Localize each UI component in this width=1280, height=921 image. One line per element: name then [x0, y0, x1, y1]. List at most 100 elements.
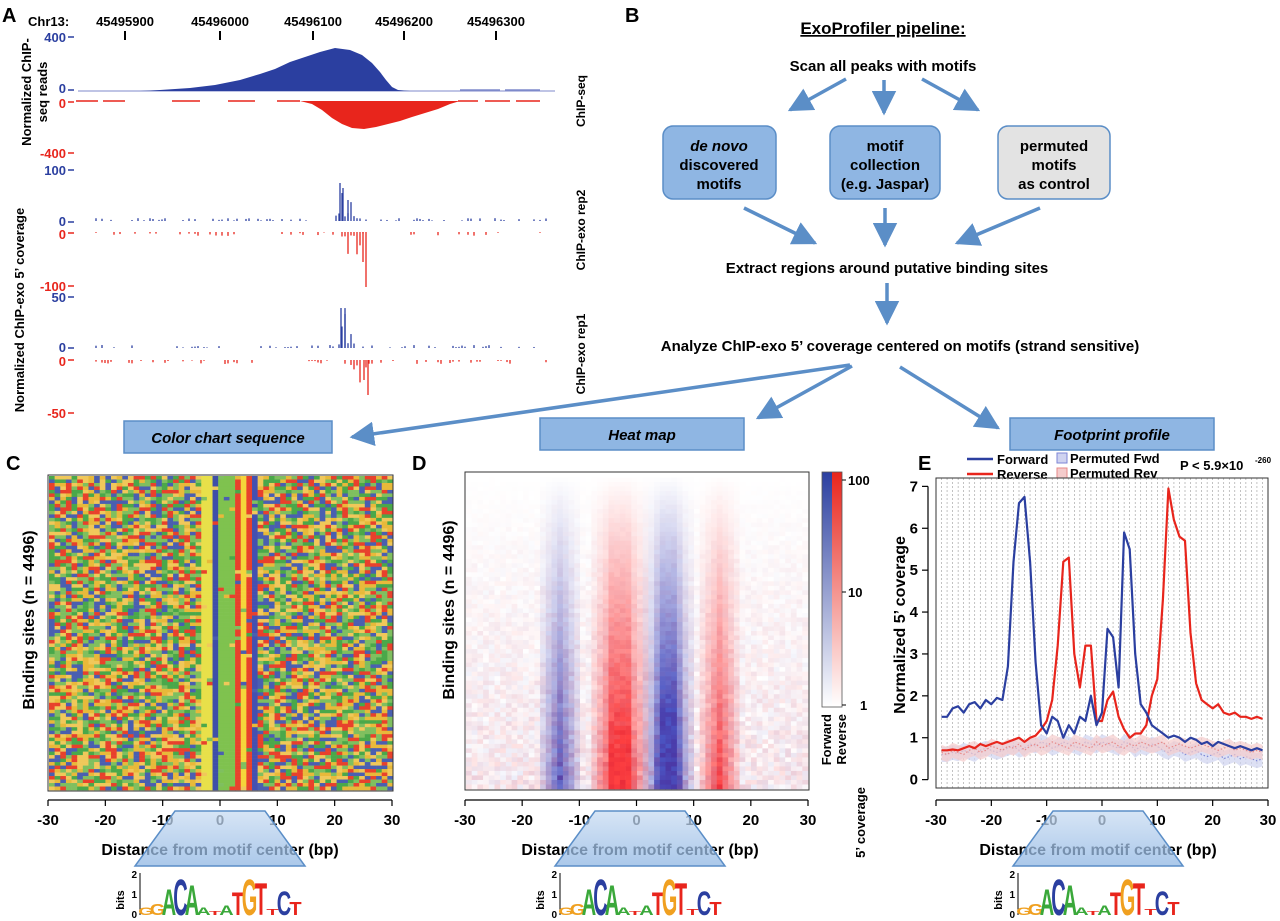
color-cell: [161, 580, 168, 585]
color-cell: [99, 482, 106, 487]
color-cell: [139, 633, 146, 637]
color-cell: [65, 531, 72, 536]
color-cell: [127, 489, 134, 494]
color-cell: [184, 674, 191, 679]
color-cell: [336, 741, 343, 745]
color-cell: [280, 556, 287, 561]
color-cell: [105, 524, 112, 529]
color-cell: [274, 667, 281, 672]
color-cell: [235, 765, 242, 770]
color-cell: [240, 650, 247, 655]
color-cell: [218, 737, 225, 742]
color-cell: [167, 570, 174, 574]
color-cell: [122, 493, 129, 498]
color-cell: [274, 577, 281, 581]
color-cell: [246, 737, 253, 742]
color-cell: [297, 751, 304, 756]
color-cell: [206, 692, 213, 697]
color-cell: [268, 772, 275, 777]
color-cell: [314, 660, 320, 665]
color-cell: [314, 619, 320, 623]
color-cell: [263, 580, 270, 585]
color-cell: [212, 755, 219, 759]
color-cell: [330, 723, 337, 728]
color-cell: [302, 633, 309, 637]
color-cell: [82, 619, 89, 623]
color-cell: [49, 786, 55, 791]
color-cell: [49, 584, 55, 588]
color-cell: [82, 591, 89, 595]
color-cell: [105, 528, 112, 533]
color-cell: [71, 720, 78, 725]
color-cell: [189, 709, 196, 714]
color-cell: [133, 580, 140, 585]
color-cell: [99, 615, 106, 620]
color-cell: [99, 741, 106, 745]
color-cell: [314, 605, 320, 609]
color-cell: [88, 598, 95, 602]
color-cell: [71, 538, 78, 543]
color-cell: [116, 605, 123, 609]
color-cell: [268, 681, 275, 686]
color-cell: [144, 786, 151, 791]
color-cell: [71, 765, 78, 770]
color-cell: [189, 636, 196, 641]
color-chart: [49, 476, 394, 791]
color-cell: [314, 643, 320, 648]
color-cell: [156, 762, 163, 766]
color-cell: [280, 786, 287, 791]
color-cell: [161, 605, 168, 609]
color-cell: [257, 594, 264, 599]
color-cell: [127, 612, 134, 616]
color-cell: [167, 678, 174, 683]
color-cell: [285, 667, 292, 672]
color-cell: [223, 709, 230, 714]
color-cell: [297, 577, 304, 581]
color-cell: [325, 476, 332, 480]
color-cell: [161, 531, 168, 536]
color-cell: [111, 751, 117, 756]
color-cell: [274, 748, 281, 752]
color-cell: [178, 556, 185, 561]
color-cell: [285, 713, 292, 718]
color-cell: [71, 521, 78, 526]
panel-c-letter: C: [6, 453, 20, 475]
color-cell: [263, 776, 270, 780]
color-cell: [167, 716, 174, 721]
color-cell: [94, 741, 101, 745]
color-cell: [189, 514, 196, 519]
color-cell: [133, 608, 140, 613]
color-cell: [173, 545, 180, 550]
color-cell: [116, 517, 123, 522]
color-cell: [342, 639, 349, 644]
color-cell: [144, 685, 151, 690]
color-cell: [195, 482, 202, 487]
color-cell: [252, 531, 258, 536]
color-cell: [314, 674, 320, 679]
color-cell: [173, 699, 180, 704]
color-cell: [178, 626, 185, 630]
color-cell: [127, 685, 134, 690]
color-cell: [319, 535, 326, 540]
color-cell: [263, 538, 270, 543]
color-cell: [218, 626, 225, 630]
color-cell: [218, 720, 225, 725]
color-cell: [161, 577, 168, 581]
color-cell: [150, 500, 157, 505]
color-cell: [122, 692, 129, 697]
color-cell: [319, 650, 326, 655]
color-cell: [105, 489, 112, 494]
color-cell: [161, 573, 168, 578]
color-cell: [54, 531, 61, 536]
color-cell: [77, 615, 84, 620]
color-cell: [116, 681, 123, 686]
color-cell: [122, 758, 129, 763]
color-cell: [263, 702, 270, 707]
color-cell: [111, 542, 117, 547]
color-cell: [167, 615, 174, 620]
color-cell: [325, 769, 332, 773]
color-cell: [150, 748, 157, 752]
color-cell: [65, 626, 72, 630]
color-cell: [201, 591, 208, 595]
color-cell: [116, 507, 123, 512]
